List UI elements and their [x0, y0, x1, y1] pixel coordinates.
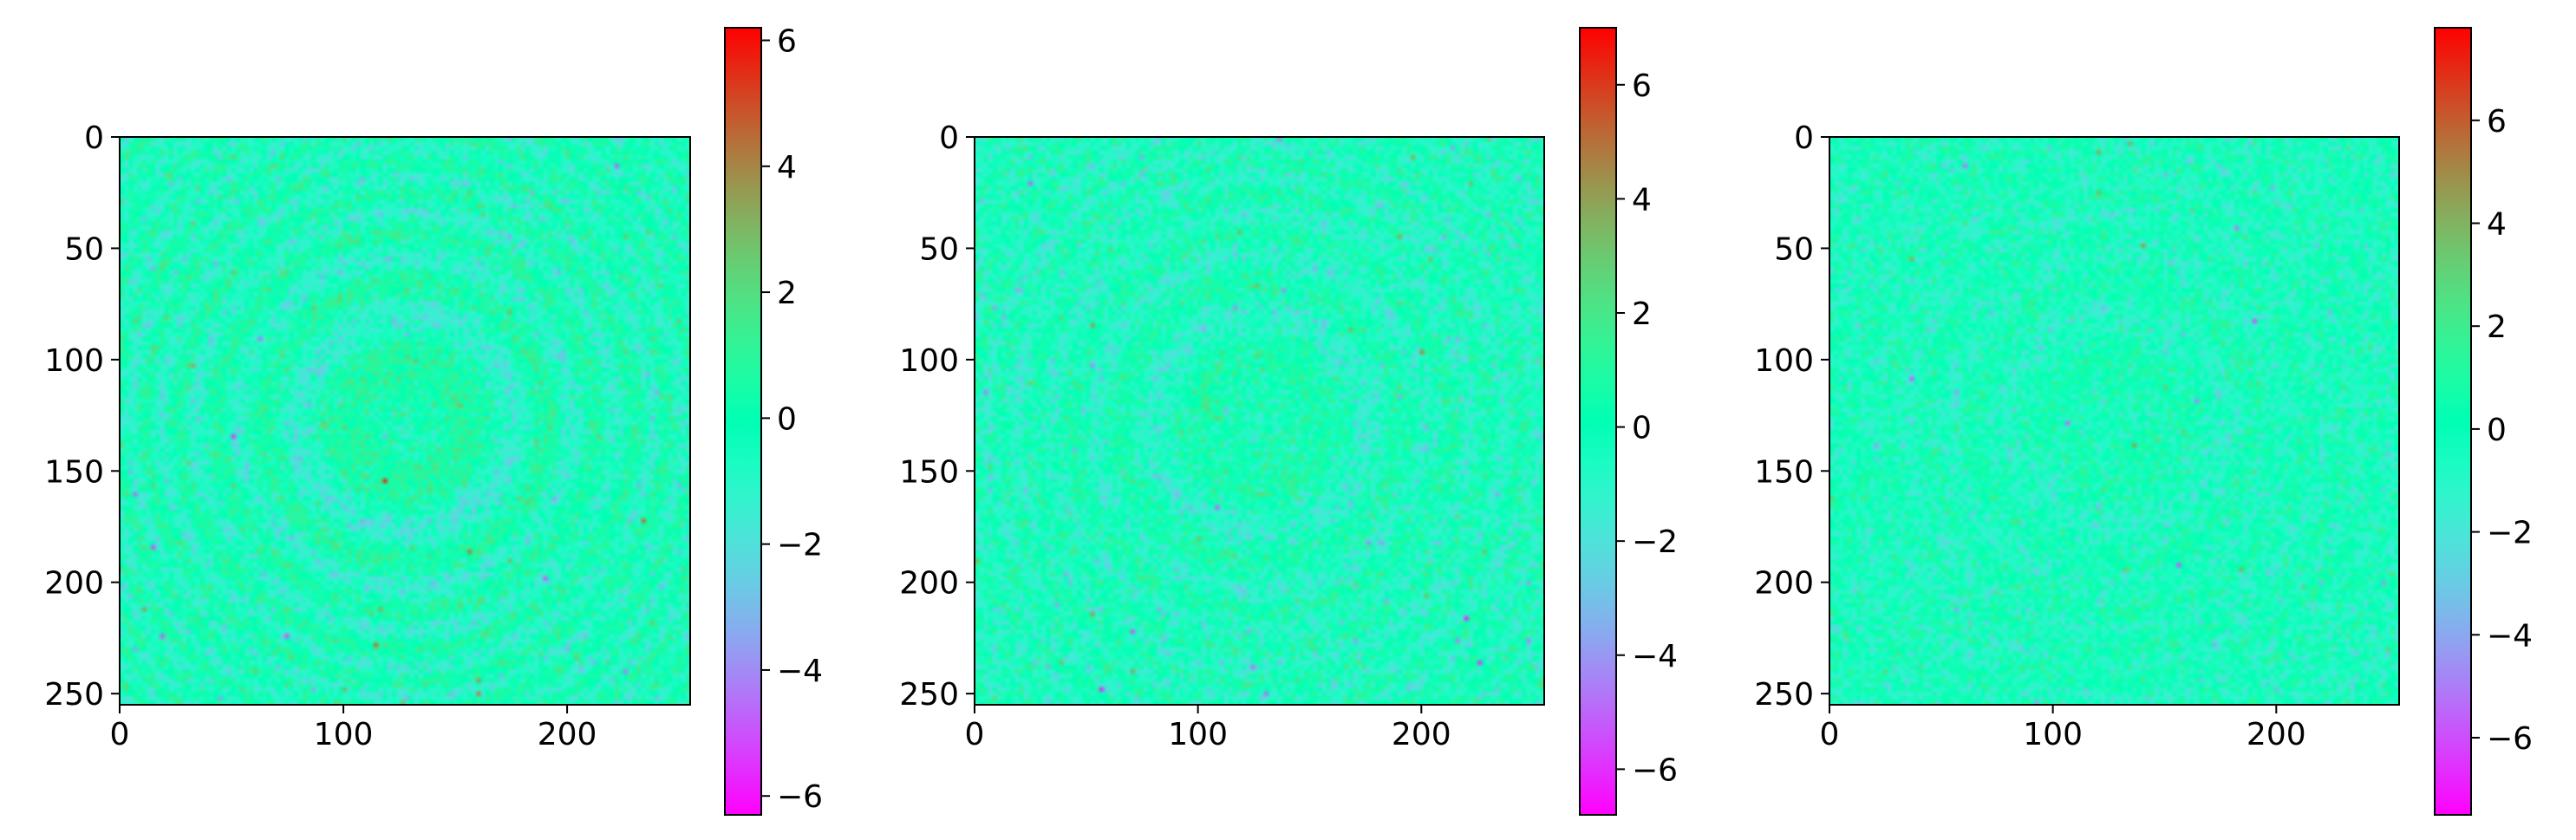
colorbar-tick-label: −2 — [1632, 524, 1678, 560]
colorbar-tick-label: −4 — [777, 654, 823, 689]
y-tick-label: 200 — [899, 566, 959, 602]
colorbar-tick-label: −6 — [2487, 721, 2533, 757]
x-tick-label: 0 — [110, 717, 130, 752]
y-tick-label: 0 — [1794, 120, 1814, 156]
colorbar-tick-label: −6 — [1632, 752, 1678, 788]
colorbar-tick-label: 0 — [1632, 411, 1652, 446]
x-tick-label: 0 — [1820, 717, 1840, 752]
y-tick-label: 150 — [44, 454, 104, 490]
y-tick-label: 150 — [1754, 454, 1814, 490]
colorbar-tick-label: 0 — [777, 401, 797, 437]
y-tick-label: 200 — [44, 566, 104, 602]
colorbar — [1579, 27, 1617, 816]
x-tick-label: 200 — [1392, 717, 1451, 752]
x-tick-label: 100 — [1168, 717, 1228, 752]
y-tick-label: 100 — [899, 343, 959, 379]
colorbar — [2434, 27, 2472, 816]
colorbar-tick-label: 4 — [2487, 207, 2507, 243]
axes-frame — [1829, 136, 2400, 706]
x-tick-label: 200 — [2247, 717, 2306, 752]
y-tick-label: 250 — [44, 677, 104, 713]
colorbar-tick-label: 6 — [1632, 68, 1652, 104]
y-tick-label: 0 — [84, 120, 104, 156]
y-tick-label: 50 — [1774, 231, 1814, 267]
heatmap-image — [120, 137, 690, 705]
y-tick-label: 200 — [1754, 566, 1814, 602]
colorbar-tick-label: 0 — [2487, 413, 2507, 448]
colorbar-tick-label: 2 — [777, 276, 797, 311]
colorbar-tick-label: −2 — [777, 528, 823, 563]
colorbar-tick-label: −4 — [1632, 639, 1678, 674]
colorbar-tick-label: 6 — [777, 24, 797, 60]
y-tick-label: 50 — [64, 231, 104, 267]
colorbar-tick-label: 2 — [1632, 296, 1652, 332]
x-tick-label: 200 — [538, 717, 597, 752]
colorbar-tick-label: −2 — [2487, 516, 2533, 551]
y-tick-label: 250 — [1754, 677, 1814, 713]
x-tick-label: 0 — [965, 717, 985, 752]
y-tick-label: 0 — [939, 120, 959, 156]
colorbar-tick-label: 2 — [2487, 309, 2507, 345]
panel-2: 0 100 200 0 50 100 150 200 250 −6 −4 −2 0 2 4 6 — [899, 27, 1678, 816]
y-tick-label: 150 — [899, 454, 959, 490]
axes-frame — [119, 136, 691, 706]
x-tick-label: 100 — [2023, 717, 2083, 752]
heatmap-image — [1829, 137, 2399, 705]
colorbar — [724, 27, 762, 816]
colorbar-tick-label: −4 — [2487, 618, 2533, 654]
y-tick-label: 100 — [44, 343, 104, 379]
colorbar-tick-label: 6 — [2487, 104, 2507, 140]
y-tick-label: 250 — [899, 677, 959, 713]
x-tick-label: 100 — [314, 717, 374, 752]
panel-1: 0 100 200 0 50 100 150 200 250 −6 −4 −2 0 2 4 6 — [44, 24, 823, 816]
axes-frame — [974, 136, 1545, 706]
y-tick-label: 100 — [1754, 343, 1814, 379]
heatmap-image — [975, 137, 1544, 705]
panel-3: 0 100 200 0 50 100 150 200 250 −6 −4 −2 0 2 4 6 — [1754, 27, 2533, 816]
colorbar-tick-label: 4 — [1632, 182, 1652, 218]
colorbar-tick-label: 4 — [777, 150, 797, 186]
colorbar-tick-label: −6 — [777, 779, 823, 815]
y-tick-label: 50 — [919, 231, 959, 267]
